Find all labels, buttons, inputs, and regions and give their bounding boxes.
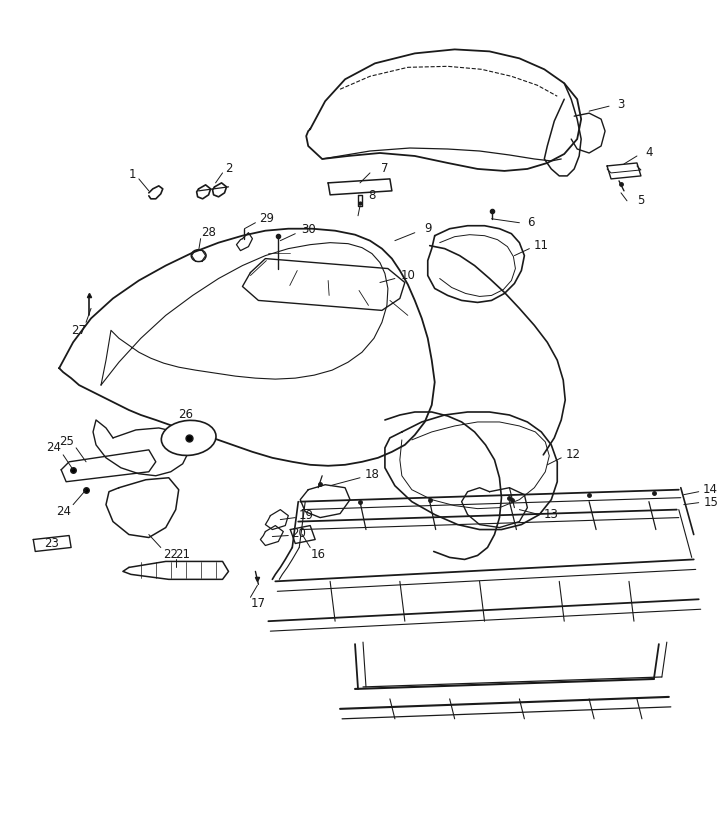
Text: 14: 14 [703,483,718,496]
Text: 15: 15 [703,496,718,509]
Text: 6: 6 [528,216,535,229]
Text: 8: 8 [368,190,375,203]
Text: 17: 17 [251,597,266,610]
Text: 24: 24 [46,442,61,454]
Text: 19: 19 [298,509,314,522]
Text: 16: 16 [311,548,326,561]
Text: 2: 2 [225,162,232,176]
Text: 9: 9 [424,222,431,235]
Text: 27: 27 [72,324,86,337]
Text: 28: 28 [201,227,216,239]
Text: 23: 23 [44,537,59,550]
Text: 20: 20 [291,527,306,540]
Text: 3: 3 [617,98,624,110]
Text: 4: 4 [645,147,653,160]
Text: 26: 26 [178,409,193,422]
Ellipse shape [191,250,206,261]
Text: 24: 24 [56,505,70,518]
Text: 7: 7 [381,162,388,176]
Text: 5: 5 [637,194,645,208]
Text: 11: 11 [534,239,549,252]
Text: 22: 22 [163,548,179,561]
Text: 25: 25 [59,435,73,448]
Text: 13: 13 [544,508,559,521]
Text: 21: 21 [175,548,190,561]
Text: 18: 18 [364,468,380,481]
Text: 29: 29 [259,213,274,225]
Text: 1: 1 [129,168,136,181]
Text: 12: 12 [566,448,581,461]
Text: 30: 30 [301,223,316,236]
Text: 10: 10 [401,269,415,282]
Ellipse shape [161,420,216,456]
